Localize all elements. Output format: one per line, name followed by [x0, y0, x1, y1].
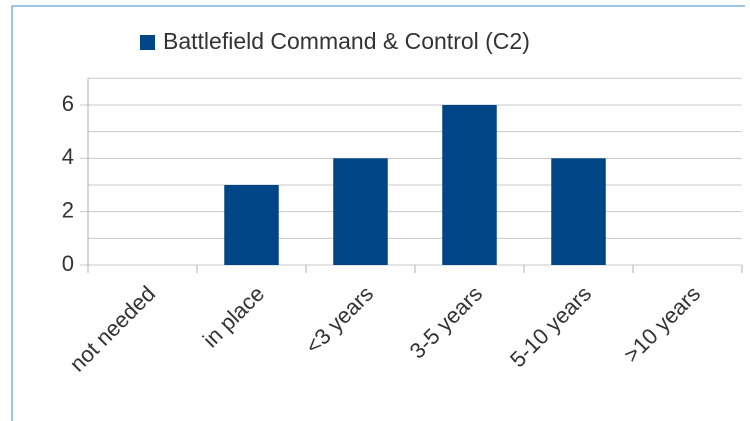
- legend-label: Battlefield Command & Control (C2): [163, 28, 530, 54]
- y-tick-label: 0: [62, 251, 74, 276]
- y-tick-label: 2: [62, 197, 74, 222]
- bar: [224, 184, 279, 265]
- legend-swatch: [140, 35, 155, 50]
- frame: [11, 5, 745, 421]
- bar: [551, 158, 606, 265]
- y-tick-label: 4: [62, 144, 74, 169]
- bar: [442, 104, 497, 265]
- bar: [333, 158, 388, 265]
- y-tick-label: 6: [62, 91, 74, 116]
